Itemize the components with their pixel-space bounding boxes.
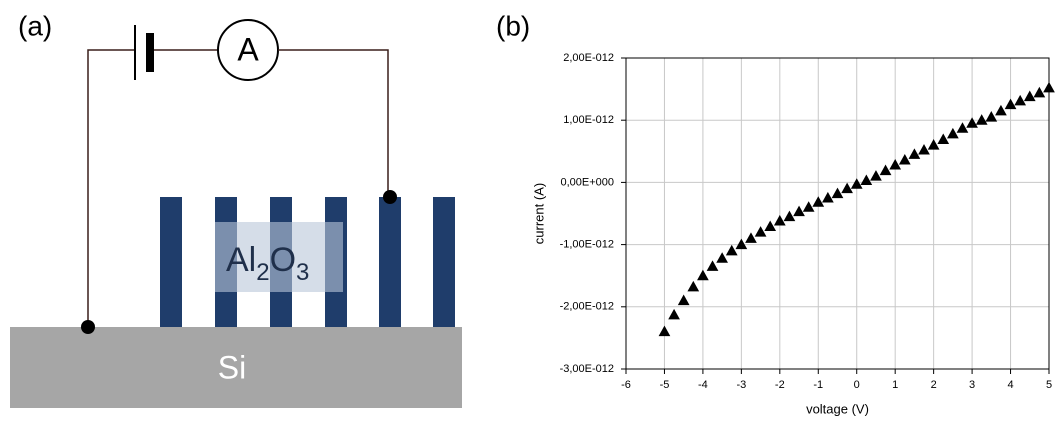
electrode (160, 197, 182, 327)
diagram: Si Al2O3 A (10, 19, 462, 408)
y-tick-label: 2,00E-012 (563, 52, 614, 64)
substrate (10, 327, 462, 408)
data-point (879, 164, 892, 176)
data-point (668, 308, 680, 320)
y-tick-label: -1,00E-012 (560, 239, 614, 251)
data-point (697, 269, 709, 281)
electrode (379, 197, 401, 327)
y-tick-label: -3,00E-012 (560, 363, 614, 375)
formula: 2 (256, 259, 269, 286)
data-point (956, 122, 969, 133)
x-tick-label: 3 (969, 379, 975, 391)
data-point (822, 191, 834, 203)
data-point (658, 325, 671, 337)
data-point (966, 117, 978, 128)
data-point (908, 148, 921, 159)
data-point (764, 220, 777, 232)
chart: -3,00E-012 -2,00E-012 -1,00E-012 0,00E+000 1… (531, 52, 1055, 416)
x-axis-label: voltage (V) (806, 401, 869, 416)
x-tick-label: 4 (1007, 379, 1013, 391)
data-point (716, 252, 728, 263)
data-point (745, 232, 757, 243)
x-tick-label: -3 (736, 379, 746, 391)
x-tick-label: 5 (1046, 379, 1052, 391)
electrode (433, 197, 455, 327)
x-tick-label: -5 (660, 379, 670, 391)
data-point (918, 144, 930, 155)
x-tick-label: 2 (931, 379, 937, 391)
data-point (687, 280, 700, 292)
data-point (985, 111, 998, 122)
data-point (1033, 86, 1046, 98)
data-point (927, 139, 940, 150)
ammeter-label: A (237, 31, 259, 67)
data-point (889, 158, 902, 170)
formula: O (270, 241, 296, 279)
data-point (735, 238, 748, 250)
data-point (725, 244, 738, 256)
data-point (706, 260, 719, 271)
data-point (1023, 90, 1036, 102)
data-point (802, 201, 815, 212)
data-point (850, 178, 863, 189)
data-point (937, 133, 950, 144)
contact (383, 190, 397, 204)
x-tick-label: 1 (892, 379, 898, 391)
data-point (793, 205, 805, 217)
oxide (215, 222, 343, 292)
x-tick-label: -1 (813, 379, 823, 391)
data-point (831, 187, 844, 199)
oxide-label: Al2O3 (226, 241, 309, 286)
data-point (812, 196, 825, 207)
x-tick-label: 0 (854, 379, 860, 391)
data-point (1014, 94, 1027, 106)
data-point (870, 170, 882, 181)
data-point (1043, 81, 1055, 93)
y-axis-label: current (A) (531, 183, 546, 244)
data-point (841, 182, 853, 194)
y-tick-label: 0,00E+000 (560, 176, 614, 188)
data-point (783, 210, 796, 222)
wire (87, 49, 135, 327)
substrate-label: Si (218, 349, 246, 385)
x-tick-label: -6 (621, 379, 631, 391)
formula: 3 (296, 259, 309, 286)
data-point (754, 226, 767, 237)
panel-label: (a) (18, 10, 52, 41)
y-tick-label: -2,00E-012 (560, 301, 614, 313)
data-point (975, 114, 988, 125)
data-point (995, 104, 1007, 116)
data-point (677, 294, 690, 306)
plot-frame (625, 57, 1050, 370)
data-point (773, 214, 786, 226)
data-point (898, 153, 911, 165)
data-point (860, 174, 873, 186)
contact (81, 320, 95, 334)
y-tick-label: 1,00E-012 (563, 114, 614, 126)
data-point (1004, 98, 1017, 110)
panel-label: (b) (496, 10, 530, 41)
x-tick-label: -4 (698, 379, 708, 391)
x-tick-label: -2 (775, 379, 785, 391)
formula: Al (226, 241, 256, 279)
wire (278, 49, 389, 197)
data-point (947, 127, 959, 139)
